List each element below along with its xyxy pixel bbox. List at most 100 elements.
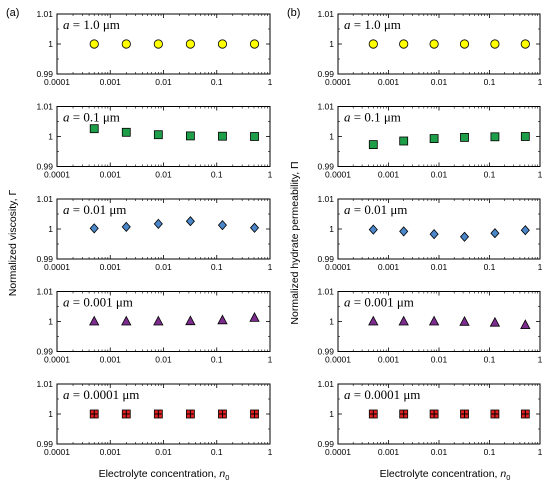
y-tick-label: 1	[48, 409, 53, 419]
x-tick-label: 0.0001	[44, 447, 70, 457]
data-point	[250, 132, 259, 141]
data-point	[489, 316, 501, 327]
data-point	[153, 130, 163, 140]
x-tick-label: 1	[268, 262, 273, 272]
x-tick-label: 0.0001	[44, 77, 70, 87]
y-tick-label: 0.99	[36, 162, 53, 172]
data-point	[399, 39, 409, 49]
y-tick-label: 1.01	[317, 194, 334, 204]
x-tick-label: 0.01	[155, 447, 172, 457]
x-tick-label: 0.01	[431, 77, 448, 87]
data-point	[89, 315, 100, 326]
x-tick-label: 1	[268, 355, 273, 365]
data-point	[490, 39, 500, 49]
x-tick-label: 1	[538, 262, 543, 272]
data-point	[429, 134, 439, 144]
y-tick-label: 1.01	[36, 9, 53, 19]
x-tick-label: 0.0001	[325, 170, 351, 180]
y-tick-label: 0.99	[317, 162, 334, 172]
x-tick-label: 0.001	[378, 355, 400, 365]
panel-0: 0.0001 0.001 0.01 0.1 1 0.99 1 1.01 a = 1.0 μm	[36, 9, 272, 87]
x-axis-title-left: Electrolyte concentration, n0	[99, 468, 230, 482]
data-point	[490, 228, 500, 239]
data-point	[520, 132, 530, 141]
x-tick-label: 0.1	[484, 355, 496, 365]
x-tick-label: 1	[268, 77, 273, 87]
data-point	[185, 315, 196, 326]
data-point	[399, 136, 409, 146]
data-point	[368, 140, 378, 150]
data-point	[89, 223, 99, 234]
y-tick-label: 1	[48, 39, 53, 49]
y-tick-label: 1.01	[317, 287, 334, 297]
x-axis-title-right: Electrolyte concentration, n0	[380, 468, 511, 482]
panel-annotation: a = 0.001 μm	[63, 295, 133, 310]
y-tick-label: 1.01	[36, 287, 53, 297]
x-tick-label: 0.001	[100, 262, 122, 272]
panel-annotation: a = 0.001 μm	[344, 295, 414, 310]
panel-annotation: a = 0.1 μm	[344, 110, 401, 125]
y-tick-label: 1	[329, 317, 334, 327]
panel-2: 0.0001 0.001 0.01 0.1 1 0.99 1 1.01 a = 0.01 μm	[36, 194, 272, 272]
x-tick-label: 1	[268, 170, 273, 180]
x-tick-label: 1	[538, 170, 543, 180]
data-point	[153, 409, 163, 419]
data-point	[249, 39, 260, 49]
data-point	[459, 39, 470, 49]
data-point	[429, 409, 439, 419]
panel-annotation: a = 1.0 μm	[344, 17, 401, 32]
data-point	[249, 312, 260, 322]
y-tick-label: 1	[48, 132, 53, 142]
y-tick-label: 1.01	[317, 102, 334, 112]
data-point	[185, 216, 195, 227]
y-tick-label: 1	[329, 224, 334, 234]
x-tick-label: 0.0001	[325, 77, 351, 87]
y-tick-label: 1	[329, 39, 334, 49]
y-tick-label: 0.99	[317, 439, 334, 449]
data-point	[121, 127, 131, 137]
y-tick-label: 1	[48, 224, 53, 234]
y-tick-label: 1.01	[36, 194, 53, 204]
data-point	[368, 224, 378, 235]
x-tick-label: 0.001	[100, 447, 122, 457]
x-tick-label: 0.01	[431, 262, 448, 272]
y-tick-label: 0.99	[317, 254, 334, 264]
x-tick-label: 0.1	[211, 170, 223, 180]
x-tick-label: 0.01	[431, 447, 448, 457]
x-tick-label: 0.001	[100, 77, 122, 87]
x-tick-label: 0.001	[378, 77, 400, 87]
x-tick-label: 0.001	[100, 170, 122, 180]
y-tick-label: 1.01	[36, 102, 53, 112]
x-tick-label: 0.1	[211, 77, 223, 87]
data-point	[368, 39, 378, 49]
data-point	[368, 315, 379, 326]
y-tick-label: 1	[48, 317, 53, 327]
x-tick-label: 0.1	[484, 262, 496, 272]
data-point	[89, 409, 99, 419]
panel-1: 0.0001 0.001 0.01 0.1 1 0.99 1 1.01 a = 0.1 μm	[36, 102, 272, 180]
data-point	[459, 231, 470, 242]
panel-5: 0.0001 0.001 0.01 0.1 1 0.99 1 1.01 a = 1.0 μm	[317, 9, 542, 87]
x-tick-label: 0.0001	[325, 262, 351, 272]
data-point	[368, 409, 378, 419]
data-point	[89, 124, 99, 134]
data-point	[428, 315, 440, 326]
x-tick-label: 0.1	[211, 262, 223, 272]
panel-3: 0.0001 0.001 0.01 0.1 1 0.99 1 1.01 a = 0.001 μm	[36, 287, 272, 365]
plot-frame	[56, 106, 271, 167]
data-point	[218, 409, 227, 419]
x-tick-label: 0.01	[431, 170, 448, 180]
x-tick-label: 0.1	[211, 447, 223, 457]
data-point	[185, 409, 195, 419]
data-point	[520, 409, 530, 419]
x-tick-label: 1	[538, 355, 543, 365]
panel-annotation: a = 0.1 μm	[63, 110, 120, 125]
data-point	[490, 132, 500, 142]
data-point	[250, 409, 259, 419]
data-point	[185, 131, 195, 141]
data-point	[399, 409, 409, 419]
x-tick-label: 1	[538, 447, 543, 457]
y-axis-title-right: Normalized hydrate permeability, Π	[289, 161, 301, 324]
data-point	[490, 409, 500, 419]
